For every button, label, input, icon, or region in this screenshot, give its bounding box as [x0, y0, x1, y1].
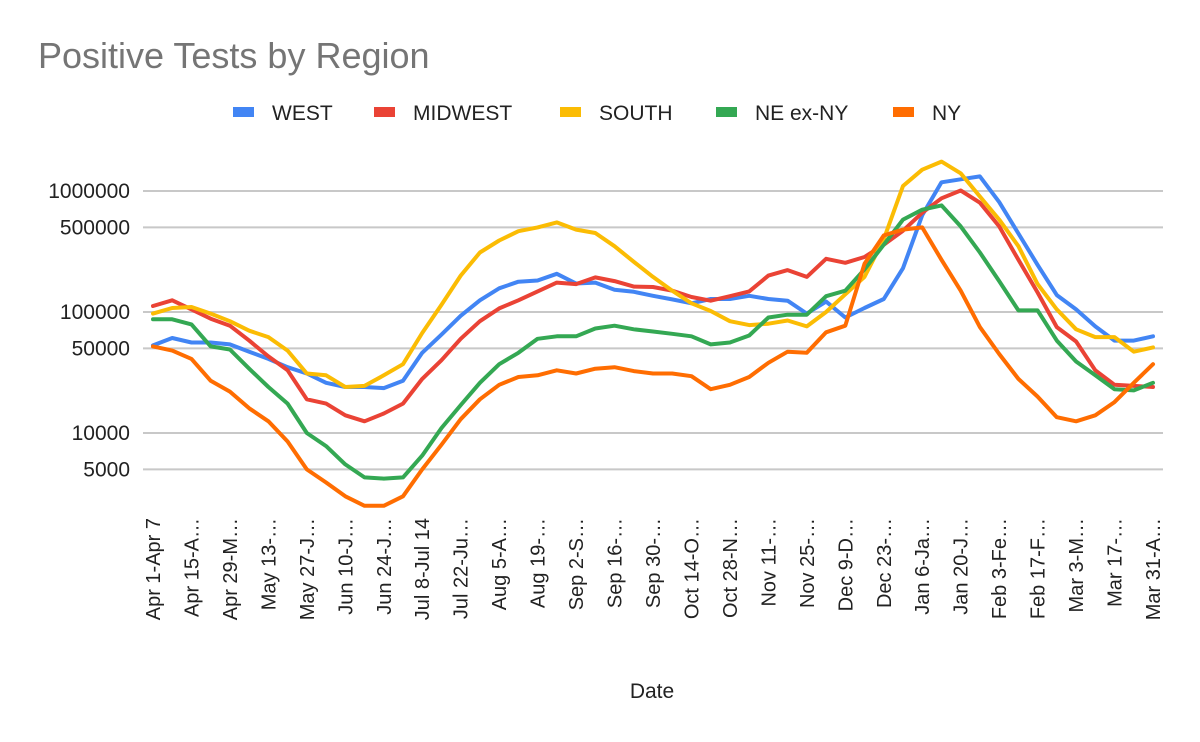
x-axis-title: Date [630, 680, 674, 703]
legend-item: WEST [233, 102, 333, 125]
x-tick-label: Feb 17-F… [1028, 518, 1050, 619]
legend-item: NE ex-NY [716, 102, 848, 125]
x-tick-label: Jun 10-J… [335, 518, 357, 615]
x-tick-label: Jan 6-Ja… [912, 518, 934, 615]
x-tick-label: Dec 23-… [874, 518, 896, 608]
legend-swatch [716, 107, 737, 117]
series-line-south [151, 159, 1155, 389]
x-tick-label: Mar 31-A… [1143, 518, 1165, 620]
series-line-ny [151, 225, 1155, 508]
series-line-west [151, 174, 1155, 391]
legend-item: MIDWEST [374, 102, 512, 125]
x-tick-label: Aug 19-… [528, 518, 550, 608]
x-tick-label: Feb 3-Fe… [989, 518, 1011, 619]
legend-label: NY [932, 102, 961, 125]
legend-label: MIDWEST [413, 102, 512, 125]
x-tick-label: Jul 22-Ju… [451, 518, 473, 619]
series-lines [151, 159, 1155, 508]
x-tick-label: Mar 17-… [1105, 518, 1127, 607]
x-tick-label: Sep 16-… [605, 518, 627, 608]
x-tick-label: Oct 28-N… [720, 518, 742, 618]
chart-title: Positive Tests by Region [38, 35, 430, 76]
x-tick-label: May 27-J… [297, 518, 319, 620]
x-tick-label: Dec 9-D… [835, 518, 857, 611]
x-tick-label: Sep 2-S… [566, 518, 588, 610]
x-tick-label: Jul 8-Jul 14 [412, 518, 434, 620]
x-tick-label: Aug 5-A… [489, 518, 511, 610]
x-tick-label: Apr 15-A… [181, 518, 203, 617]
x-tick-label: Jan 20-J… [951, 518, 973, 615]
legend-label: WEST [272, 102, 333, 125]
series-line-midwest [151, 188, 1155, 424]
legend-swatch [233, 107, 254, 117]
y-tick-label: 5000 [83, 458, 130, 481]
legend-swatch [893, 107, 914, 117]
legend-item: NY [893, 102, 961, 125]
x-tick-label: May 13-… [258, 518, 280, 610]
x-tick-label: Apr 29-M… [220, 518, 242, 620]
y-tick-label: 500000 [60, 216, 130, 239]
x-tick-label: Apr 1-Apr 7 [143, 518, 165, 620]
x-tick-label: Nov 11-… [758, 518, 780, 607]
legend-swatch [374, 107, 395, 117]
legend-swatch [560, 107, 581, 117]
y-tick-label: 100000 [60, 301, 130, 324]
y-tick-label: 50000 [72, 337, 130, 360]
y-tick-label: 10000 [72, 422, 130, 445]
y-tick-label: 1000000 [48, 180, 130, 203]
x-tick-label: Oct 14-O… [681, 518, 703, 619]
gridlines [143, 190, 1163, 471]
x-axis-ticks: Apr 1-Apr 7 Apr 15-A… Apr 29-M… May 13-… May… [143, 518, 1165, 620]
legend-label: SOUTH [599, 102, 673, 125]
legend-item: SOUTH [560, 102, 673, 125]
x-tick-label: Nov 25-… [797, 518, 819, 608]
x-tick-label: Mar 3-M… [1066, 518, 1088, 612]
legend: WEST MIDWEST SOUTH NE ex-NY NY [233, 102, 961, 125]
legend-label: NE ex-NY [755, 102, 848, 125]
x-tick-label: Jun 24-J… [374, 518, 396, 615]
series-line-ne-ex-ny [151, 203, 1155, 481]
y-axis-ticks: 5000 10000 50000 100000 500000 1000000 [48, 180, 130, 481]
x-tick-label: Sep 30-… [643, 518, 665, 608]
